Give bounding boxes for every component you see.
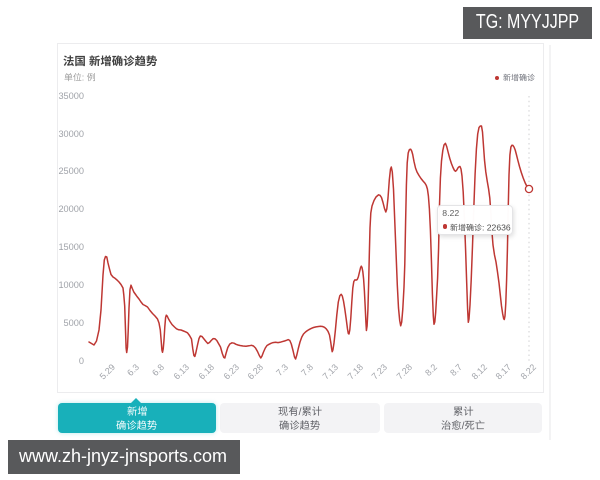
svg-text:/: / bbox=[298, 407, 301, 418]
svg-text::: : bbox=[81, 72, 83, 82]
svg-text:: 22636: : 22636 bbox=[482, 222, 511, 232]
svg-text:/: / bbox=[462, 420, 465, 431]
